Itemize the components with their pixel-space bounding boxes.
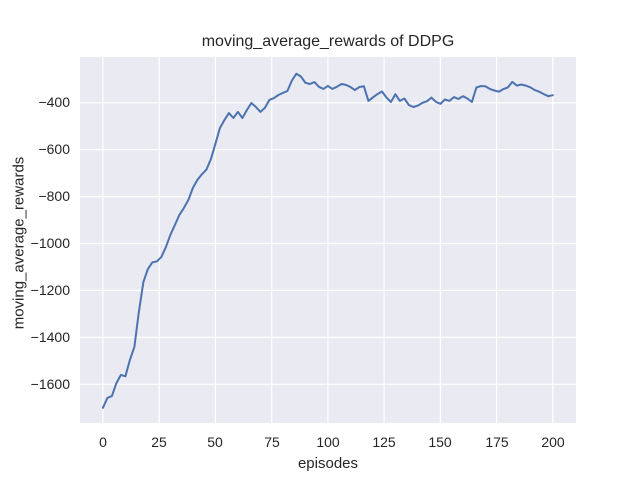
y-tick-label: −1200 (30, 282, 70, 298)
x-tick-label: 175 (485, 434, 509, 450)
x-tick-label: 50 (207, 434, 223, 450)
y-tick-label: −600 (38, 141, 70, 157)
x-tick-label: 25 (151, 434, 167, 450)
x-tick-label: 200 (541, 434, 565, 450)
y-tick-label: −400 (38, 94, 70, 110)
x-tick-label: 75 (264, 434, 280, 450)
y-tick-label: −1400 (30, 329, 70, 345)
x-tick-label: 150 (428, 434, 452, 450)
x-tick-label: 125 (372, 434, 396, 450)
x-tick-label: 0 (99, 434, 107, 450)
chart-title: moving_average_rewards of DDPG (201, 33, 455, 50)
y-tick-label: −1000 (30, 235, 70, 251)
reward-line (101, 72, 554, 409)
x-axis-label: episodes (297, 455, 359, 472)
x-tick-label: 100 (316, 434, 340, 450)
y-tick-label: −800 (38, 188, 70, 204)
y-tick-label: −1600 (30, 376, 70, 392)
